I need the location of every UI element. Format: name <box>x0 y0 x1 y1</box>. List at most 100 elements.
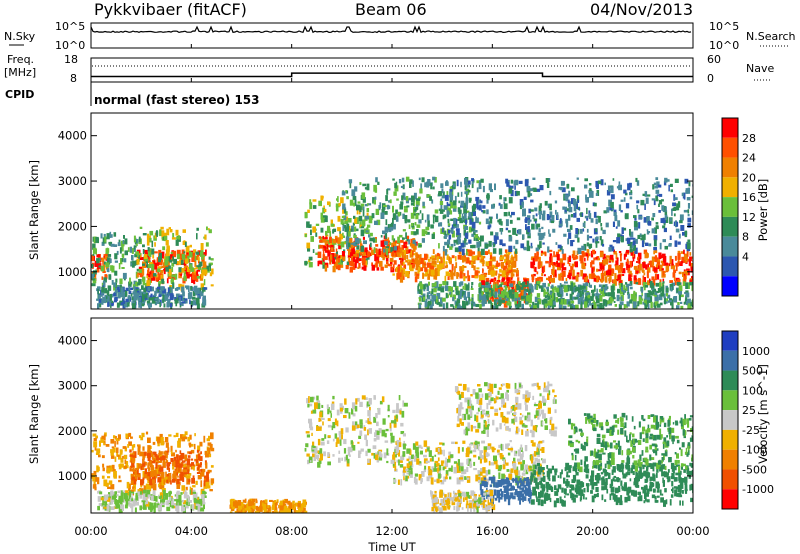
power-blobs-cell-12 <box>526 296 530 302</box>
power-blobs-cell-11 <box>644 203 646 210</box>
power-blobs-cell-10 <box>572 275 576 280</box>
power-yticks-label-3: 1000 <box>58 265 87 279</box>
power-blobs-cell-12 <box>433 295 436 300</box>
power-blobs-cell-12 <box>510 294 513 299</box>
velocity-blobs-cell-2 <box>134 507 137 513</box>
velocity-blobs-cell-4 <box>321 417 325 420</box>
power-blobs-cell-7 <box>349 182 352 189</box>
velocity-blobs-cell-5 <box>505 462 509 466</box>
velocity-blobs-cell-4 <box>312 409 317 414</box>
power-blobs-cell-11 <box>546 182 550 188</box>
power-blobs-cell-11 <box>621 227 624 234</box>
power-blobs-cell-6 <box>394 253 399 257</box>
power-blobs-cell-11 <box>606 190 611 196</box>
power-blobs-cell-12 <box>481 290 484 296</box>
power-blobs-cell-7 <box>390 247 394 253</box>
power-blobs-cell-7 <box>356 238 360 244</box>
power-blobs-cell-8 <box>451 272 453 275</box>
power-blobs-cell-10 <box>557 249 562 252</box>
velocity-blobs-cell-2 <box>138 491 142 495</box>
velocity-blobs-cell-0 <box>189 486 192 492</box>
power-blobs-cell-10 <box>602 253 606 260</box>
power-blobs-cell-11 <box>620 236 624 243</box>
power-blobs-cell-12 <box>433 288 437 293</box>
velocity-blobs-cell-1 <box>196 471 201 474</box>
power-blobs-cell-12 <box>436 292 441 299</box>
power-blobs-cell-10 <box>560 272 563 277</box>
power-blobs-cell-8 <box>435 275 438 280</box>
power-blobs-cell-2 <box>193 274 197 280</box>
velocity-blobs-cell-2 <box>101 503 105 507</box>
velocity-blobs-cell-0 <box>190 488 193 495</box>
velocity-blobs-cell-0 <box>91 449 94 453</box>
power-blobs-cell-7 <box>475 236 480 242</box>
power-blobs-cell-10 <box>677 250 681 255</box>
velocity-blobs-cell-1 <box>173 456 177 461</box>
power-blobs-cell-11 <box>558 221 563 227</box>
power-blobs-cell-8 <box>450 275 454 280</box>
power-blobs-cell-12 <box>426 301 430 309</box>
velocity-blobs-cell-0 <box>137 489 141 493</box>
power-blobs-cell-12 <box>620 283 623 290</box>
power-blobs-cell-12 <box>647 303 650 309</box>
velocity-blobs-cell-2 <box>149 504 152 508</box>
power-blobs-cell-9 <box>505 282 509 288</box>
power-blobs-cell-4 <box>196 300 199 305</box>
power-blobs-cell-11 <box>485 218 489 225</box>
velocity-blobs-cell-0 <box>132 486 135 490</box>
power-blobs-cell-12 <box>430 299 434 307</box>
power-blobs-cell-12 <box>560 299 564 305</box>
power-blobs-cell-6 <box>338 245 341 249</box>
power-blobs-cell-6 <box>352 256 356 263</box>
power-blobs-cell-12 <box>518 285 521 293</box>
velocity-blobs-cell-0 <box>155 467 159 472</box>
power-blobs-cell-12 <box>633 301 637 308</box>
power-blobs-cell-12 <box>470 299 473 306</box>
velocity-blobs-cell-2 <box>97 496 101 502</box>
power-blobs-cell-10 <box>638 258 641 265</box>
power-blobs-cell-5 <box>338 260 342 267</box>
power-blobs-cell-7 <box>345 190 349 194</box>
power-blobs-cell-3 <box>135 251 139 255</box>
power-blobs-cell-11 <box>629 229 631 236</box>
power-blobs-cell-1 <box>95 236 99 243</box>
power-blobs-cell-11 <box>615 226 618 229</box>
velocity-blobs-cell-0 <box>119 449 123 455</box>
velocity-blobs-cell-4 <box>379 453 383 458</box>
power-blobs-cell-12 <box>642 301 645 305</box>
power-blobs-cell-4 <box>203 287 208 290</box>
power-blobs-cell-12 <box>662 281 665 284</box>
power-blobs-cell-4 <box>169 293 174 301</box>
power-blobs-cell-7 <box>421 177 425 183</box>
power-blobs-cell-6 <box>371 249 375 255</box>
power-blobs-cell-11 <box>585 197 589 203</box>
power-blobs-cell-7 <box>374 220 378 225</box>
power-blobs-cell-12 <box>547 295 551 300</box>
velocity-blobs-cell-2 <box>195 505 198 510</box>
power-blobs-cell-11 <box>464 232 469 239</box>
power-blobs-cell-12 <box>637 301 640 307</box>
velocity-blobs-cell-0 <box>165 459 168 463</box>
power-blobs-cell-7 <box>440 228 444 234</box>
power-blobs-cell-8 <box>454 266 456 272</box>
power-blobs-cell-10 <box>600 265 605 271</box>
power-blobs-cell-12 <box>560 296 563 300</box>
power-blobs-cell-11 <box>654 185 659 189</box>
velocity-blobs-cell-1 <box>200 451 202 455</box>
velocity-blobs-cell-0 <box>176 483 181 489</box>
power-blobs-cell-4 <box>154 298 158 301</box>
velocity-blobs-cell-5 <box>439 442 443 445</box>
power-blobs-cell-6 <box>356 253 359 258</box>
velocity-blobs-cell-2 <box>158 496 162 499</box>
power-blobs-cell-1 <box>91 283 96 287</box>
velocity-blobs-cell-2 <box>180 504 184 512</box>
power-blobs-cell-12 <box>556 292 561 296</box>
power-blobs-cell-12 <box>507 300 511 303</box>
power-blobs-cell-11 <box>645 242 649 246</box>
velocity-blobs-cell-0 <box>141 432 145 438</box>
power-blobs-cell-8 <box>510 265 513 270</box>
velocity-blobs-cell-2 <box>173 503 176 506</box>
power-blobs-cell-1 <box>110 243 115 247</box>
power-blobs-cell-1 <box>92 254 95 256</box>
velocity-blobs-cell-5 <box>400 479 403 486</box>
